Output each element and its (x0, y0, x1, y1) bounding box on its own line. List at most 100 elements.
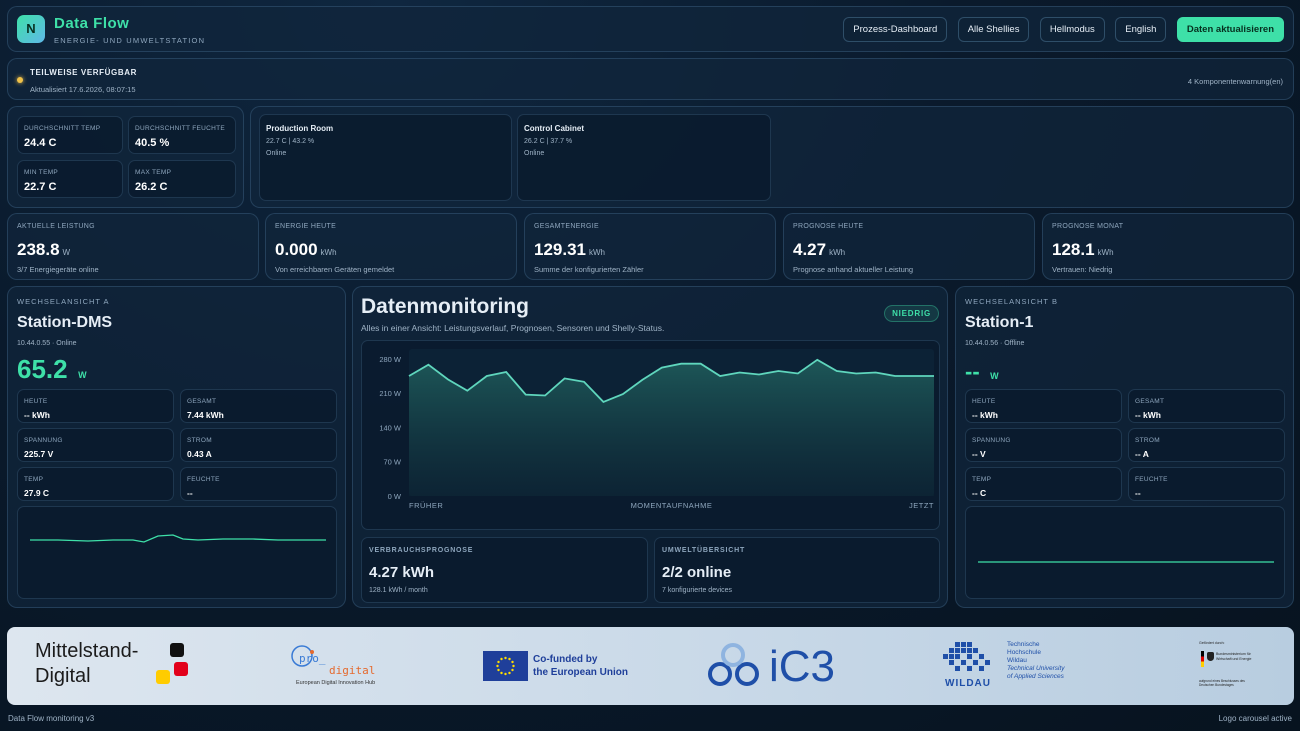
metric-value-wrap: 238.8 W (17, 240, 70, 260)
chart-container: 280 W 210 W 140 W 70 W 0 W FRÜHER MOMENTAUFNAH… (361, 340, 940, 530)
cell-value: -- kWh (24, 410, 50, 420)
station-name: Station-1 (965, 314, 1034, 331)
nav-button-process-dashboard[interactable]: Prozess-Dashboard (843, 17, 948, 42)
station-section-label: WECHSELANSICHT B (965, 297, 1058, 306)
max-temp-value: 26.2 C (135, 181, 168, 193)
metric-label: AKTUELLE LEISTUNG (17, 223, 95, 230)
cell-label: FEUCHTE (1135, 476, 1168, 483)
room-values: 26.2 C | 37.7 % (524, 138, 573, 145)
environment-note: 7 konfigurierte devices (662, 587, 733, 594)
eu-flag-icon (483, 651, 528, 681)
room-card-production[interactable]: Production Room 22.7 C | 43.2 % Online (259, 114, 512, 201)
nav-button-language[interactable]: English (1115, 17, 1167, 42)
mittelstand-line1: Mittelstand- (35, 640, 139, 662)
cell-label: TEMP (24, 476, 44, 483)
cell-value: -- kWh (1135, 410, 1161, 420)
eu-cofunded-logo: Co-funded by the European Union (483, 651, 643, 681)
bmwk-logo: Gefördert durch: Bundesministerium für W… (1197, 641, 1253, 693)
pro-digital-logo: pro_ digital European Digital Innovation… (289, 643, 399, 693)
cell-value: 7.44 kWh (187, 410, 224, 420)
app-title: Data Flow (54, 15, 130, 32)
metric-note: Vertrauen: Niedrig (1052, 265, 1113, 274)
level-badge: NIEDRIG (884, 305, 939, 322)
station-cell-today: HEUTE -- kWh (17, 389, 174, 423)
yellow-square-icon (156, 670, 170, 684)
min-temp-label: MIN TEMP (24, 169, 59, 176)
cell-value: 27.9 C (24, 488, 50, 498)
avg-temp-card: DURCHSCHNITT TEMP 24.4 C (17, 116, 123, 154)
avg-temp-value: 24.4 C (24, 137, 57, 149)
max-temp-label: MAX TEMP (135, 169, 172, 176)
metric-note: Summe der konfigurierten Zähler (534, 265, 644, 274)
logo-strip: Mittelstand- Digital pro_ digital Europe… (7, 627, 1294, 705)
station-cell-total: GESAMT -- kWh (1128, 389, 1285, 423)
metric-card-energy-today: ENERGIE HEUTE 0.000 kWh Von erreichbaren … (265, 213, 517, 280)
status-bar: TEILWEISE VERFÜGBAR Aktualisiert 17.6.20… (7, 58, 1294, 100)
station-cell-humidity: FEUCHTE -- (180, 467, 337, 501)
status-dot-icon (17, 77, 23, 83)
footer-left: Data Flow monitoring v3 (8, 714, 95, 723)
station-name: Station-DMS (17, 314, 113, 331)
metric-label: ENERGIE HEUTE (275, 223, 337, 230)
refresh-data-button[interactable]: Daten aktualisieren (1176, 17, 1284, 42)
power-area (409, 359, 934, 496)
cell-label: STROM (187, 437, 212, 444)
eu-text-2: the European Union (533, 667, 628, 678)
station-cell-voltage: SPANNUNG 225.7 V (17, 428, 174, 462)
environment-label: UMWELTÜBERSICHT (662, 547, 746, 554)
cell-label: SPANNUNG (24, 437, 63, 444)
min-temp-value: 22.7 C (24, 181, 57, 193)
forecast-value: 4.27 kWh (369, 564, 435, 581)
nav-button-light-mode[interactable]: Hellmodus (1039, 17, 1105, 42)
avg-humidity-value: 40.5 % (135, 137, 170, 149)
wildau-de-1: Technische (1007, 641, 1040, 648)
metric-unit: W (62, 248, 71, 257)
pro-digital-a: pro_ (299, 652, 326, 665)
cell-label: TEMP (972, 476, 992, 483)
metric-value-wrap: 4.27 kWh (793, 240, 845, 260)
header-bar: N Data Flow ENERGIE- UND UMWELTSTATION P… (7, 6, 1294, 52)
station-a-panel: WECHSELANSICHT A Station-DMS 10.44.0.55 … (7, 286, 346, 608)
wildau-de-2: Hochschule (1007, 649, 1041, 656)
metric-unit: kWh (829, 248, 846, 257)
station-power-unit: W (990, 371, 999, 381)
cell-value: -- A (1135, 449, 1149, 459)
environment-value: 2/2 online (662, 564, 732, 581)
mittelstand-digital-logo: Mittelstand- Digital (35, 640, 205, 692)
station-section-label: WECHSELANSICHT A (17, 297, 110, 306)
ic3-logo: iC3 (707, 641, 857, 693)
pro-digital-sub: European Digital Innovation Hub (296, 680, 376, 686)
sparkline-line (30, 534, 326, 543)
room-status: Online (524, 150, 545, 157)
cell-value: 0.43 A (187, 449, 212, 459)
summary-panel: DURCHSCHNITT TEMP 24.4 C DURCHSCHNITT FE… (7, 106, 244, 208)
environment-card: UMWELTÜBERSICHT 2/2 online 7 konfigurier… (654, 537, 940, 603)
monitor-subtitle: Alles in einer Ansicht: Leistungsverlauf… (361, 323, 665, 333)
wildau-de-3: Wildau (1007, 657, 1027, 664)
max-temp-card: MAX TEMP 26.2 C (128, 160, 236, 198)
station-cell-current: STROM 0.43 A (180, 428, 337, 462)
station-power-unit: W (78, 370, 87, 380)
y-tick-label: 0 W (388, 492, 402, 501)
room-card-control-cabinet[interactable]: Control Cabinet 26.2 C | 37.7 % Online (517, 114, 771, 201)
forecast-card: VERBRAUCHSPROGNOSE 4.27 kWh 128.1 kWh / … (361, 537, 648, 603)
metric-label: PROGNOSE MONAT (1052, 223, 1124, 230)
pro-digital-icon (291, 645, 314, 667)
y-tick-label: 70 W (383, 458, 401, 467)
wildau-word: WILDAU (945, 678, 991, 689)
german-flag-icon (1201, 651, 1204, 667)
station-cell-today: HEUTE -- kWh (965, 389, 1122, 423)
room-status: Online (266, 150, 287, 157)
avg-humidity-label: DURCHSCHNITT FEUCHTE (135, 125, 226, 132)
nav-button-all-shellies[interactable]: Alle Shellies (957, 17, 1030, 42)
nav-buttons: Prozess-Dashboard Alle Shellies Hellmodu… (837, 17, 1284, 42)
metric-card-forecast-month: PROGNOSE MONAT 128.1 kWh Vertrauen: Niedr… (1042, 213, 1294, 280)
metric-value-wrap: 128.1 kWh (1052, 240, 1114, 260)
avg-temp-label: DURCHSCHNITT TEMP (24, 125, 101, 132)
status-updated: Aktualisiert 17.6.2026, 08:07:15 (30, 85, 136, 94)
cell-label: GESAMT (1135, 398, 1165, 405)
eu-text-1: Co-funded by (533, 654, 598, 665)
metric-unit: kWh (320, 248, 337, 257)
metric-value-wrap: 129.31 kWh (534, 240, 605, 260)
station-power: 65.2 W (17, 354, 87, 385)
